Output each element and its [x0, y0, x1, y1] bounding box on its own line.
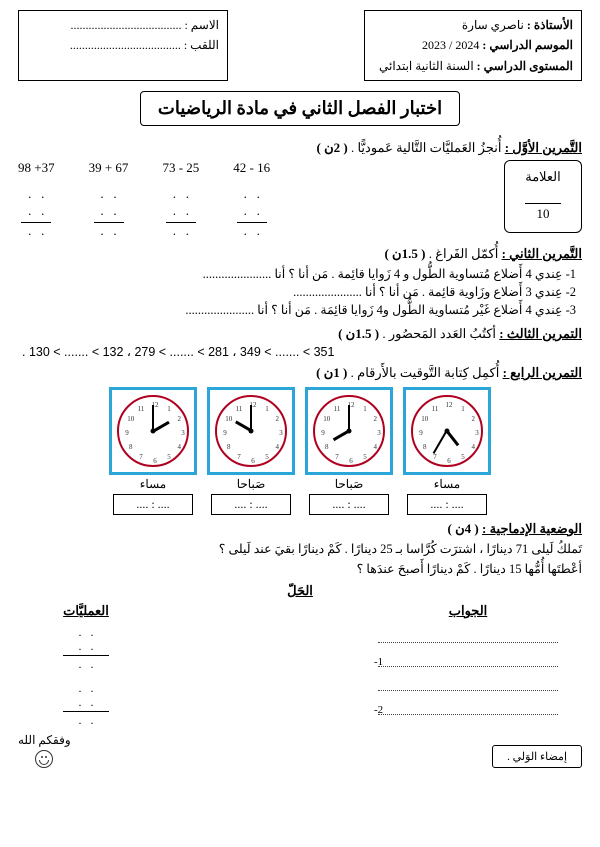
ex1-instr: أُنجزُ العَمليَّات التَّالية عَموديًّا . [351, 140, 502, 155]
ex4: التمرين الرابع : أُكمِل كِتابة التَّوقيت… [18, 365, 582, 515]
ans-line[interactable]: -1 [378, 653, 558, 667]
ex2-instr: أُكمّل الفَراغ . [429, 246, 499, 261]
footer: وفقكم الله إمضاء الوَلي . [18, 733, 582, 768]
name-field[interactable] [70, 18, 181, 32]
op-expr: 98 +37 [18, 160, 55, 176]
ex2-item: 1- عِندي 4 أَضلاع مُتساوية الطُّول و 4 ز… [18, 266, 576, 282]
exam-page: الاسم : اللقب : الأستاذة : ناصري سارة ال… [0, 0, 600, 778]
ops-heading: العمليَّات [42, 603, 130, 619]
clock-period: صَباحا [207, 477, 295, 492]
ex2-pts: ( 1.5ن ) [384, 246, 425, 261]
situation: الوضعية الإدماجية : ( 4ن ) تَملكُ لَيلى … [18, 521, 582, 727]
ans-heading: الجواب [378, 603, 558, 619]
surname-field[interactable] [70, 38, 181, 52]
year-value: 2023 / 2024 [422, 38, 479, 52]
clock-period: صَباحا [305, 477, 393, 492]
ex3: التمرين الثالث : أكتُبُ العَدد المَحصُور… [18, 326, 582, 365]
ex1-ops: 98 +37 . .. .. . 39 + 67 . .. .. . 73 - … [18, 160, 276, 240]
year-label: الموسم الدراسي : [482, 38, 573, 52]
clock-period: مساء [403, 477, 491, 492]
clock: 123456789101112صَباحا.... : .... [305, 387, 393, 515]
clock: 123456789101112مساء.... : .... [403, 387, 491, 515]
grade-label: العلامة [509, 169, 577, 185]
sit-pts: ( 4ن ) [448, 521, 479, 536]
ex4-pts: ( 1ن ) [316, 365, 347, 380]
ans-line[interactable] [378, 629, 558, 643]
ex3-pts: ( 1.5ن ) [338, 326, 379, 341]
op-col: 39 + 67 . .. .. . [89, 160, 129, 240]
ex3-instr: أكتُبُ العَدد المَحصُور . [382, 326, 496, 341]
ex1: التَّمرين الأوَّل : أُنجزُ العَمليَّات ا… [18, 140, 582, 240]
op-expr: 42 - 16 [233, 160, 270, 176]
clock-period: مساء [109, 477, 197, 492]
ex2-title: التَّمرين الثاني : [502, 246, 582, 261]
grade-box: العلامة 10 [504, 160, 582, 233]
answer-column: الجواب -1 -2 [378, 603, 558, 727]
ex3-sequence: . 130 < ....... < 132 ، 279 < ....... < … [18, 342, 582, 365]
solve-heading: الحَلّ [18, 583, 582, 599]
sit-line: تَملكُ لَيلى 71 دينارًا ، اشترَت كُرَّاس… [18, 541, 582, 557]
op-col: 98 +37 . .. .. . [18, 160, 55, 240]
ex2-item: 2- عِندي 3 أَضلاع وزَاوية قائِمة . مَن أ… [18, 284, 576, 300]
clock: 123456789101112صَباحا.... : .... [207, 387, 295, 515]
surname-label: اللقب : [184, 38, 219, 52]
time-input[interactable]: .... : .... [407, 494, 487, 515]
time-input[interactable]: .... : .... [113, 494, 193, 515]
parent-signature[interactable]: إمضاء الوَلي . [492, 745, 582, 768]
ans-line[interactable] [378, 677, 558, 691]
sit-line: أعْطتَها أُمُّها 15 دينارًا . كَمْ دينار… [18, 561, 582, 577]
level-value: السنة الثانية ابتدائي [379, 59, 474, 73]
ex1-pts: ( 2ن ) [316, 140, 347, 155]
clock: 123456789101112مساء.... : .... [109, 387, 197, 515]
ans-line[interactable]: -2 [378, 701, 558, 715]
op-expr: 73 - 25 [162, 160, 199, 176]
ops-column: العمليَّات . .. .. . . .. .. . [42, 603, 130, 727]
grade-max: 10 [509, 206, 577, 222]
teacher-name: ناصري سارة [462, 18, 524, 32]
op-col: 73 - 25 . .. .. . [162, 160, 199, 240]
sit-title: الوضعية الإدماجية : [482, 521, 582, 536]
ex4-instr: أُكمِل كِتابة التَّوقيت بالأَرقام . [351, 365, 500, 380]
clocks-row: 123456789101112مساء.... : ....1234567891… [18, 387, 582, 515]
blessing: وفقكم الله [18, 733, 71, 768]
name-label: الاسم : [184, 18, 219, 32]
teacher-label: الأستاذة : [527, 18, 573, 32]
smile-icon [35, 750, 53, 768]
ex4-title: التمرين الرابع : [503, 365, 582, 380]
header: الاسم : اللقب : الأستاذة : ناصري سارة ال… [18, 10, 582, 81]
time-input[interactable]: .... : .... [211, 494, 291, 515]
ex2-item: 3- عِندي 4 أَضلاع غَيْر مُتساوية الطُّول… [18, 302, 576, 318]
exam-title: اختبار الفصل الثاني في مادة الرياضيات [140, 91, 460, 126]
op-col: 42 - 16 . .. .. . [233, 160, 270, 240]
student-box: الاسم : اللقب : [18, 10, 228, 81]
time-input[interactable]: .... : .... [309, 494, 389, 515]
op-expr: 39 + 67 [89, 160, 129, 176]
ex1-title: التَّمرين الأوَّل : [505, 140, 582, 155]
ex2: التَّمرين الثاني : أُكمّل الفَراغ . ( 1.… [18, 246, 582, 318]
teacher-box: الأستاذة : ناصري سارة الموسم الدراسي : 2… [364, 10, 582, 81]
level-label: المستوى الدراسي : [477, 59, 573, 73]
ex3-title: التمرين الثالث : [499, 326, 582, 341]
